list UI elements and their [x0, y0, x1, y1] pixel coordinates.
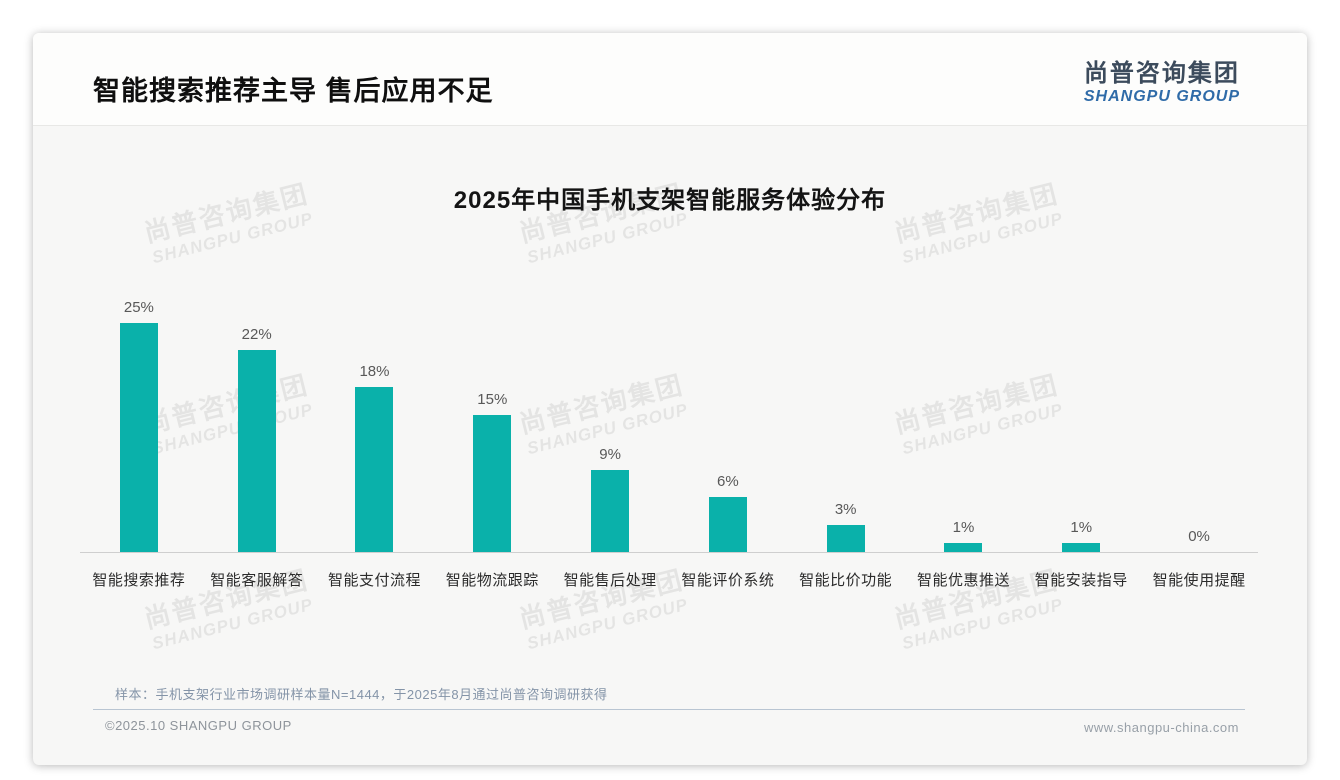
page-title: 智能搜索推荐主导 售后应用不足 [93, 76, 494, 106]
chart-title: 2025年中国手机支架智能服务体验分布 [453, 187, 887, 214]
category-label: 智能安装指导 [1034, 572, 1128, 589]
footer-divider [93, 709, 1245, 710]
bar-value-label: 15% [477, 390, 508, 408]
bar-value-label: 1% [952, 518, 975, 536]
bar-value-label: 6% [717, 473, 739, 491]
category-label: 智能客服解答 [210, 572, 304, 589]
bar-slot: 1% [1022, 518, 1140, 552]
category-label: 智能评价系统 [681, 572, 775, 589]
bar [826, 524, 865, 552]
bar-value-label: 0% [1188, 528, 1210, 545]
slide-card: 尚普咨询集团 SHANGPU GROUP 尚普咨询集团 SHANGPU GROUP 尚普… [33, 33, 1307, 765]
bar-slot: 0% [1140, 529, 1258, 552]
category-label: 智能搜索推荐 [92, 572, 186, 589]
bar [119, 323, 158, 552]
copyright-text: ©2025.10 SHANGPU GROUP [105, 718, 292, 733]
category-label: 智能物流跟踪 [445, 572, 539, 589]
bar-slot: 22% [198, 327, 316, 552]
bar-value-label: 18% [359, 363, 390, 381]
bar-slot: 6% [669, 474, 787, 552]
company-logo: 尚普咨询集团 SHANGPU GROUP [1084, 60, 1240, 106]
bar-value-label: 1% [1070, 518, 1093, 536]
watermark-text-en: SHANGPU GROUP [150, 594, 315, 654]
bar-slot: 25% [80, 300, 198, 552]
logo-text-en: SHANGPU GROUP [1083, 88, 1240, 105]
website-url: www.shangpu-china.com [1083, 720, 1239, 735]
bar [708, 497, 747, 552]
category-label: 智能售后处理 [563, 572, 657, 589]
bar [355, 387, 394, 552]
category-label: 智能支付流程 [327, 572, 421, 589]
bar-value-label: 9% [599, 445, 621, 463]
bar-value-label: 3% [834, 500, 857, 518]
watermark-text-en: SHANGPU GROUP [900, 594, 1065, 654]
sample-note: 样本：手机支架行业市场调研样本量N=1444，于2025年8月通过尚普咨询调研获… [115, 687, 608, 702]
bar-value-label: 22% [241, 326, 272, 344]
header: 智能搜索推荐主导 售后应用不足 尚普咨询集团 SHANGPU GROUP [33, 33, 1307, 126]
bar-slot: 15% [433, 390, 551, 552]
bar-slot: 9% [551, 445, 669, 552]
plot-area: 25% 22% 18% 15% 9% 6% 3% 1% 1% 0% [80, 300, 1258, 552]
category-axis: 智能搜索推荐 智能客服解答 智能支付流程 智能物流跟踪 智能售后处理 智能评价系统 智能比价… [80, 553, 1258, 590]
bar [473, 414, 512, 552]
bar [1062, 542, 1101, 552]
category-label: 智能比价功能 [799, 572, 893, 589]
bar [944, 542, 983, 552]
bar-slot: 3% [787, 500, 905, 552]
bar-chart: 25% 22% 18% 15% 9% 6% 3% 1% 1% 0% 智能搜索推荐 智能客服解答 智能支… [80, 300, 1258, 590]
watermark-text-en: SHANGPU GROUP [525, 594, 690, 654]
bar [591, 469, 630, 552]
bar [237, 350, 276, 552]
x-axis-line [80, 552, 1258, 553]
category-label: 智能使用提醒 [1152, 572, 1246, 589]
bar-value-label: 25% [123, 299, 154, 316]
bar-slot: 18% [316, 364, 434, 552]
category-label: 智能优惠推送 [916, 572, 1010, 589]
bar-slot: 1% [905, 518, 1023, 552]
logo-text-cn: 尚普咨询集团 [1083, 60, 1240, 87]
